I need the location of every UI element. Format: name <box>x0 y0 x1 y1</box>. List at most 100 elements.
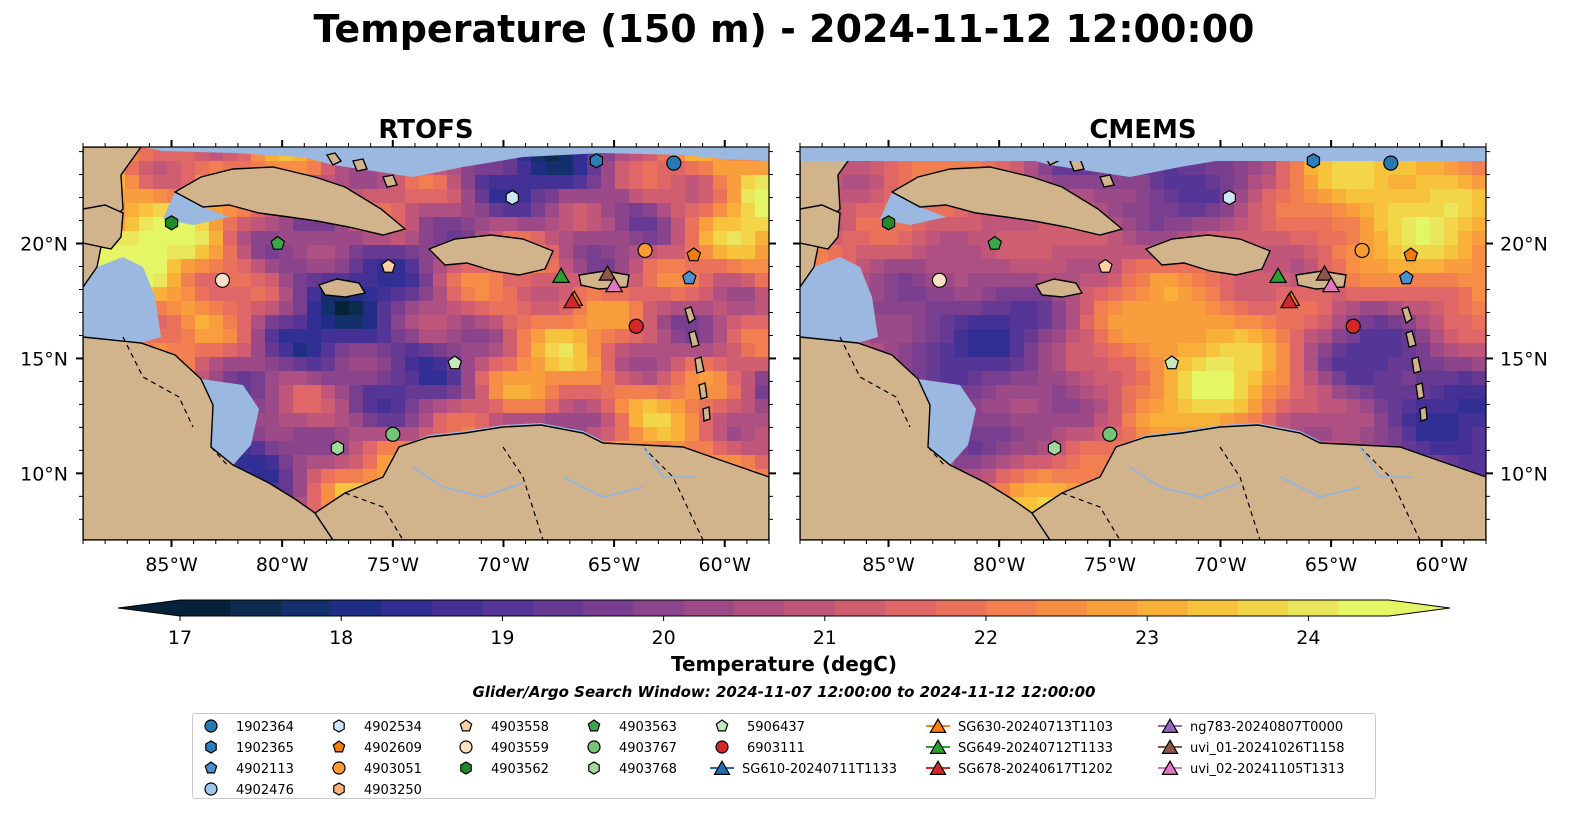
legend-label: 4903250 <box>364 783 422 798</box>
marker-uvi_02-20241105T1313 <box>1321 276 1341 293</box>
legend-item: SG610-20240711T1133 <box>710 759 897 777</box>
colorbar-bin <box>1137 600 1188 616</box>
legend-item: 4903767 <box>587 740 677 756</box>
colorbar-bin <box>1187 600 1239 616</box>
y-tick-label: 15°N <box>20 348 68 370</box>
marker-uvi_01-20241026T1158 <box>1315 264 1334 281</box>
legend-marker-SG649-20240712T1133 <box>929 738 947 755</box>
figure-title: Temperature (150 m) - 2024-11-12 12:00:0… <box>313 7 1254 51</box>
x-tick-label: 60°W <box>699 554 752 576</box>
legend-item: 4903563 <box>587 719 677 735</box>
legend-label: 4902609 <box>364 741 422 756</box>
marker-6903111 <box>628 318 644 334</box>
marker-SG649-20240712T1133 <box>551 267 571 283</box>
marker-4903767 <box>1102 426 1118 442</box>
marker-5906437 <box>1164 355 1180 370</box>
legend-label: SG610-20240711T1133 <box>742 762 897 777</box>
marker-4902113 <box>1398 270 1414 285</box>
colorbar-bin <box>331 600 382 616</box>
legend-label: 4903558 <box>491 720 549 735</box>
legend-marker-4903768 <box>588 761 600 775</box>
legend-item: 4902113 <box>204 761 294 777</box>
legend-marker-4903051 <box>332 761 346 775</box>
marker-4902609 <box>686 247 702 262</box>
y-tick-label: 20°N <box>1500 234 1548 256</box>
legend-label: 4903562 <box>491 762 549 777</box>
colorbar-tick-label: 24 <box>1296 627 1320 649</box>
colorbar-bin <box>986 600 1037 616</box>
marker-uvi_01-20241026T1158 <box>598 264 617 281</box>
y-axis-ticks-left: 20°N 15°N 10°N <box>20 234 68 486</box>
legend-item: 4903051 <box>332 761 422 777</box>
colorbar-bin <box>583 600 634 616</box>
marker-4903563 <box>987 235 1003 250</box>
y-tick-label: 15°N <box>1500 348 1548 370</box>
map-panel-cmems <box>793 140 1493 547</box>
legend-marker-uvi_02-20241105T1313 <box>1161 759 1179 776</box>
legend-marker-4903767 <box>587 740 601 754</box>
colorbar-bin <box>1288 600 1340 616</box>
colorbar-tick-label: 20 <box>652 627 676 649</box>
panel-title-rtofs: RTOFS <box>378 115 473 145</box>
x-tick-label: 70°W <box>477 554 530 576</box>
x-tick-label: 65°W <box>588 554 641 576</box>
x-axis-ticks-rtofs: 85°W 80°W 75°W 70°W 65°W 60°W <box>145 554 751 576</box>
legend-label: 4902476 <box>236 783 294 798</box>
marker-4903563 <box>270 235 286 250</box>
legend-item: 4903559 <box>459 740 549 756</box>
colorbar-bin <box>381 600 433 616</box>
colorbar-bin <box>683 600 735 616</box>
legend-item: 6903111 <box>715 740 805 756</box>
marker-4903559 <box>214 272 231 288</box>
marker-4903558 <box>380 258 396 273</box>
legend-marker-1902365 <box>205 740 217 754</box>
y-tick-label: 20°N <box>20 234 68 256</box>
legend-marker-ng783-20240807T0000 <box>1161 717 1179 733</box>
y-axis-ticks-right: 20°N 15°N 10°N <box>1500 234 1548 486</box>
legend-label: 4903767 <box>619 741 677 756</box>
legend-marker-SG610-20240711T1133 <box>713 759 731 776</box>
legend-label: 4902113 <box>236 762 294 777</box>
legend-item: 1902365 <box>205 740 294 756</box>
legend-item: 4902609 <box>332 740 422 756</box>
legend-marker-SG678-20240617T1202 <box>929 759 947 776</box>
x-tick-label: 75°W <box>1084 554 1137 576</box>
legend-label: SG649-20240712T1133 <box>958 741 1113 756</box>
x-tick-label: 85°W <box>145 554 198 576</box>
colorbar-bin <box>633 600 685 616</box>
colorbar-bin <box>784 600 836 616</box>
legend-label: uvi_01-20241026T1158 <box>1190 741 1344 756</box>
marker-4903767 <box>385 426 401 442</box>
legend-item: 4903768 <box>588 761 677 777</box>
colorbar-under-extend <box>118 600 180 616</box>
legend-item: 5906437 <box>715 719 805 735</box>
marker-4903559 <box>931 272 948 288</box>
legend-item: SG630-20240713T1103 <box>926 717 1113 735</box>
colorbar-label: Temperature (degC) <box>671 652 897 676</box>
x-tick-label: 80°W <box>973 554 1026 576</box>
legend-item: 1902364 <box>204 719 294 735</box>
marker-1902364 <box>666 155 682 171</box>
x-tick-label: 65°W <box>1305 554 1358 576</box>
legend-entries: 1902364 1902365 4902113 4902476 4902534 49026… <box>204 717 1344 798</box>
legend-item: ng783-20240807T0000 <box>1158 717 1343 735</box>
legend-marker-4903563 <box>587 719 601 732</box>
y-tick-label: 10°N <box>20 463 68 485</box>
legend-item: SG678-20240617T1202 <box>926 759 1113 777</box>
legend-item: 4903558 <box>459 719 549 735</box>
colorbar-bin <box>431 600 483 616</box>
legend-label: 4902534 <box>364 720 422 735</box>
marker-1902365 <box>589 153 604 169</box>
colorbar-bin <box>935 600 987 616</box>
marker-SG678-20240617T1202 <box>562 292 582 309</box>
legend-label: 4903051 <box>364 762 422 777</box>
legend-marker-4903559 <box>459 740 473 754</box>
legend-item: 4902534 <box>333 719 422 735</box>
legend-label: 1902364 <box>236 720 294 735</box>
marker-1902364 <box>1383 155 1399 171</box>
marker-4903051 <box>637 242 653 259</box>
legend-label: SG678-20240617T1202 <box>958 762 1113 777</box>
colorbar-bin <box>230 600 282 616</box>
colorbar-bin <box>1338 600 1390 616</box>
